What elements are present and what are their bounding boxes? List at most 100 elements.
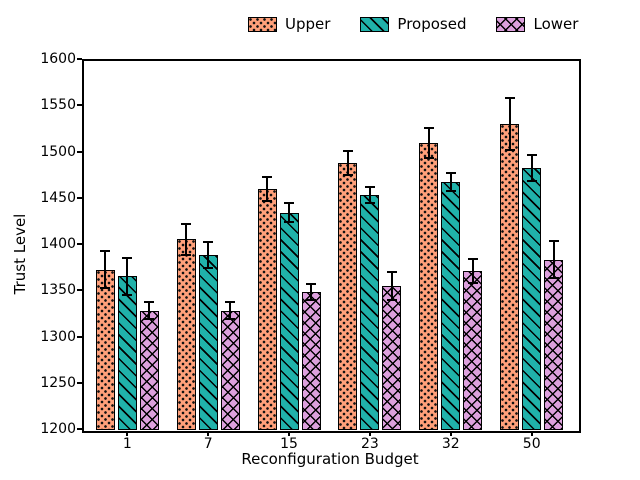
legend-item-lower: Lower bbox=[496, 16, 578, 33]
error-bar bbox=[288, 203, 291, 222]
bar-proposed-23 bbox=[360, 194, 380, 430]
bar-upper-23 bbox=[338, 162, 358, 430]
error-bar-cap-top bbox=[364, 185, 375, 188]
error-bar-cap-top bbox=[122, 256, 133, 259]
x-tick-mark bbox=[530, 431, 533, 436]
error-bar-cap-bottom bbox=[306, 299, 317, 302]
legend-label-lower: Lower bbox=[533, 15, 579, 33]
y-tick-label: 1350 bbox=[40, 282, 76, 299]
error-bar-cap-top bbox=[306, 282, 317, 285]
legend-item-upper: Upper bbox=[248, 16, 330, 33]
bar-upper-32 bbox=[419, 143, 439, 430]
error-bar bbox=[104, 251, 107, 289]
y-tick-label: 1400 bbox=[40, 236, 76, 252]
x-tick-mark bbox=[449, 431, 452, 436]
bar-upper-50 bbox=[500, 123, 520, 430]
x-tick-label: 7 bbox=[203, 436, 213, 452]
error-bar-cap-top bbox=[262, 176, 273, 179]
y-tick-mark bbox=[77, 289, 82, 292]
error-bar-cap-bottom bbox=[423, 156, 434, 159]
error-bar bbox=[471, 258, 474, 283]
x-tick-label: 23 bbox=[361, 436, 379, 452]
bar-lower-50 bbox=[544, 259, 564, 430]
error-bar-cap-bottom bbox=[445, 190, 456, 193]
error-bar-cap-bottom bbox=[548, 277, 559, 280]
error-bar-cap-top bbox=[386, 270, 397, 273]
y-tick-mark bbox=[77, 335, 82, 338]
error-bar-cap-top bbox=[225, 301, 236, 304]
error-bar-cap-bottom bbox=[364, 202, 375, 205]
bar-proposed-32 bbox=[441, 182, 461, 430]
error-bar bbox=[552, 241, 555, 279]
legend-swatch-upper bbox=[248, 17, 277, 32]
error-bar bbox=[530, 155, 533, 182]
plot-area bbox=[82, 59, 581, 433]
error-bar-cap-bottom bbox=[467, 281, 478, 284]
bar-proposed-15 bbox=[279, 212, 299, 430]
bar-upper-1 bbox=[95, 269, 115, 430]
x-axis-label: Reconfiguration Budget bbox=[241, 450, 419, 468]
error-bar-cap-top bbox=[284, 202, 295, 205]
error-bar bbox=[229, 302, 232, 319]
y-tick-mark bbox=[77, 150, 82, 153]
error-bar-cap-bottom bbox=[144, 317, 155, 320]
error-bar bbox=[185, 223, 188, 256]
error-bar bbox=[449, 172, 452, 192]
legend: Upper Proposed Lower bbox=[248, 16, 578, 33]
bar-lower-15 bbox=[301, 292, 321, 430]
error-bar bbox=[148, 302, 151, 319]
y-tick-label: 1600 bbox=[40, 51, 76, 67]
error-bar-cap-top bbox=[445, 171, 456, 174]
error-bar-cap-top bbox=[423, 127, 434, 130]
error-bar-cap-top bbox=[100, 250, 111, 253]
legend-swatch-proposed bbox=[360, 17, 390, 32]
error-bar-cap-bottom bbox=[181, 254, 192, 257]
x-tick-label: 1 bbox=[122, 436, 132, 452]
bar-proposed-1 bbox=[117, 276, 137, 430]
error-bar-cap-bottom bbox=[284, 220, 295, 223]
x-tick-mark bbox=[126, 431, 129, 436]
error-bar bbox=[266, 177, 269, 202]
bar-lower-1 bbox=[139, 310, 159, 430]
legend-swatch-lower bbox=[496, 17, 526, 32]
y-tick-mark bbox=[77, 104, 82, 107]
error-bar-cap-bottom bbox=[386, 298, 397, 301]
error-bar-cap-bottom bbox=[225, 317, 236, 320]
error-bar-cap-top bbox=[144, 301, 155, 304]
error-bar-cap-top bbox=[467, 257, 478, 260]
legend-label-upper: Upper bbox=[285, 15, 331, 33]
bar-proposed-50 bbox=[522, 168, 542, 430]
x-tick-label: 15 bbox=[280, 436, 298, 452]
error-bar bbox=[346, 150, 349, 175]
y-tick-mark bbox=[77, 196, 82, 199]
bar-lower-23 bbox=[382, 285, 402, 430]
error-bar-cap-bottom bbox=[504, 148, 515, 151]
y-tick-mark bbox=[77, 243, 82, 245]
y-tick-mark bbox=[77, 381, 82, 384]
error-bar-cap-top bbox=[504, 96, 515, 99]
error-bar-cap-top bbox=[181, 222, 192, 225]
bar-upper-7 bbox=[176, 239, 196, 430]
error-bar-cap-bottom bbox=[526, 180, 537, 183]
bar-lower-32 bbox=[463, 270, 483, 430]
error-bar-cap-top bbox=[342, 149, 353, 152]
error-bar bbox=[126, 257, 129, 295]
x-tick-mark bbox=[368, 431, 371, 436]
y-tick-label: 1500 bbox=[40, 143, 76, 160]
bar-proposed-7 bbox=[198, 255, 218, 430]
error-bar-cap-bottom bbox=[203, 267, 214, 270]
x-tick-mark bbox=[207, 431, 210, 436]
legend-label-proposed: Proposed bbox=[397, 15, 467, 33]
error-bar-cap-top bbox=[203, 241, 214, 244]
y-tick-label: 1300 bbox=[40, 328, 76, 345]
error-bar-cap-top bbox=[548, 240, 559, 243]
error-bar-cap-bottom bbox=[100, 287, 111, 290]
error-bar-cap-top bbox=[526, 154, 537, 157]
error-bar bbox=[368, 186, 371, 204]
error-bar bbox=[207, 242, 210, 269]
y-tick-mark bbox=[77, 58, 82, 60]
error-bar bbox=[310, 283, 313, 301]
y-tick-label: 1250 bbox=[40, 374, 76, 391]
error-bar-cap-bottom bbox=[122, 293, 133, 296]
